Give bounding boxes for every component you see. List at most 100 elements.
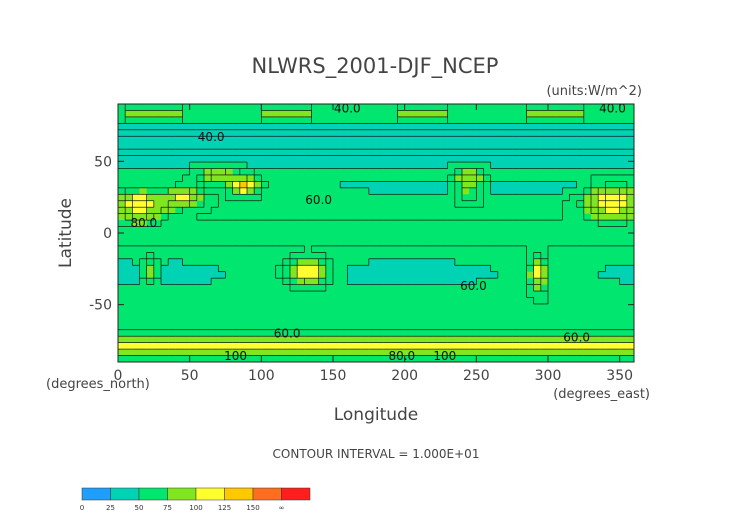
heatmap-cell — [626, 226, 634, 234]
heatmap-cell — [189, 329, 198, 337]
heatmap-cell — [139, 303, 148, 311]
heatmap-cell — [218, 226, 227, 234]
heatmap-cell — [204, 142, 212, 150]
heatmap-cell — [419, 252, 427, 260]
heatmap-cell — [361, 142, 370, 150]
heatmap-cell — [340, 291, 348, 299]
heatmap-cell — [225, 355, 234, 362]
heatmap-cell — [483, 181, 492, 189]
heatmap-cell — [569, 226, 578, 234]
heatmap-cell — [311, 142, 320, 150]
heatmap-cell — [261, 258, 270, 266]
heatmap-cell — [304, 181, 313, 189]
heatmap-cell — [304, 116, 313, 124]
heatmap-cell — [347, 129, 356, 137]
heatmap-cell — [605, 278, 614, 286]
heatmap-cell — [368, 123, 377, 131]
heatmap-cell — [598, 194, 606, 202]
heatmap-cell — [483, 355, 492, 362]
heatmap-cell — [282, 291, 291, 299]
heatmap-cell — [376, 220, 384, 228]
heatmap-cell — [419, 233, 427, 241]
heatmap-cell — [254, 329, 262, 337]
heatmap-cell — [153, 329, 162, 337]
heatmap-cell — [239, 310, 248, 318]
heatmap-cell — [562, 342, 571, 350]
heatmap-cell — [619, 116, 628, 124]
heatmap-cell — [419, 316, 427, 324]
heatmap-cell — [555, 329, 563, 337]
heatmap-cell — [598, 342, 606, 350]
heatmap-cell — [469, 278, 477, 286]
heatmap-cell — [146, 271, 155, 279]
heatmap-cell — [175, 271, 184, 279]
heatmap-cell — [239, 271, 248, 279]
heatmap-cell — [268, 239, 277, 247]
heatmap-cell — [576, 297, 585, 305]
heatmap-cell — [411, 110, 420, 118]
heatmap-cell — [189, 323, 198, 331]
heatmap-cell — [182, 316, 191, 324]
heatmap-cell — [619, 310, 628, 318]
heatmap-cell — [196, 342, 205, 350]
heatmap-cell — [555, 245, 563, 253]
heatmap-cell — [225, 245, 234, 253]
heatmap-cell — [118, 168, 126, 176]
heatmap-cell — [404, 181, 413, 189]
colorbar-label: 0 — [80, 504, 84, 512]
heatmap-cell — [483, 278, 492, 286]
heatmap-cell — [598, 142, 606, 150]
heatmap-cell — [139, 355, 148, 362]
heatmap-cell — [397, 226, 406, 234]
heatmap-cell — [476, 303, 485, 311]
heatmap-cell — [354, 110, 363, 118]
heatmap-cell — [254, 303, 262, 311]
heatmap-cell — [605, 303, 614, 311]
heatmap-cell — [512, 155, 520, 163]
heatmap-cell — [361, 355, 370, 362]
heatmap-cell — [254, 181, 262, 189]
heatmap-cell — [447, 291, 456, 299]
heatmap-cell — [354, 239, 363, 247]
heatmap-cell — [476, 336, 485, 344]
heatmap-cell — [368, 271, 377, 279]
heatmap-cell — [232, 174, 241, 182]
heatmap-cell — [426, 104, 434, 112]
heatmap-cell — [612, 110, 621, 118]
heatmap-cell — [483, 226, 492, 234]
heatmap-cell — [619, 349, 628, 357]
heatmap-cell — [497, 291, 506, 299]
heatmap-cell — [225, 213, 234, 221]
heatmap-cell — [569, 258, 578, 266]
heatmap-cell — [540, 258, 549, 266]
heatmap-cell — [168, 168, 176, 176]
heatmap-cell — [247, 220, 255, 228]
heatmap-cell — [419, 226, 427, 234]
heatmap-cell — [533, 168, 542, 176]
heatmap-cell — [268, 329, 277, 337]
heatmap-cell — [139, 181, 148, 189]
heatmap-cell — [139, 220, 148, 228]
heatmap-cell — [290, 278, 298, 286]
heatmap-cell — [182, 239, 191, 247]
heatmap-cell — [497, 207, 506, 215]
heatmap-cell — [591, 200, 599, 208]
heatmap-cell — [247, 297, 255, 305]
heatmap-cell — [239, 162, 248, 170]
heatmap-cell — [333, 142, 341, 150]
heatmap-cell — [254, 136, 262, 144]
heatmap-cell — [605, 233, 614, 241]
heatmap-cell — [440, 155, 449, 163]
heatmap-cell — [454, 291, 463, 299]
heatmap-cell — [132, 181, 141, 189]
heatmap-cell — [497, 239, 506, 247]
heatmap-cell — [268, 291, 277, 299]
heatmap-cell — [161, 162, 169, 170]
heatmap-cell — [583, 342, 592, 350]
heatmap-cell — [526, 349, 535, 357]
heatmap-cell — [318, 252, 327, 260]
heatmap-cell — [132, 284, 141, 292]
heatmap-cell — [490, 297, 499, 305]
heatmap-cell — [254, 284, 262, 292]
heatmap-cell — [282, 213, 291, 221]
